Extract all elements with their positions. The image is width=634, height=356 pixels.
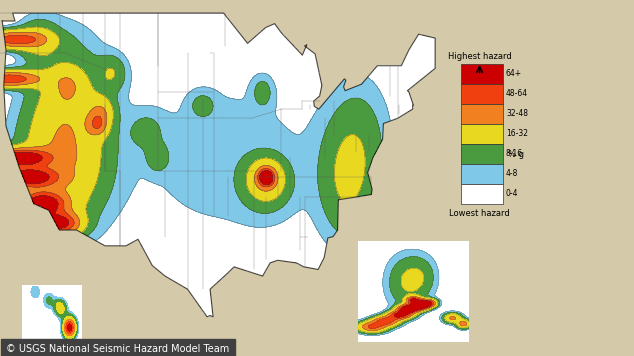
Text: 32-48: 32-48 [506, 109, 528, 118]
Text: 4-8: 4-8 [506, 169, 519, 178]
Text: 16-32: 16-32 [506, 129, 528, 138]
Bar [460, 164, 503, 184]
Text: Lowest hazard: Lowest hazard [449, 209, 510, 219]
Bar [460, 104, 503, 124]
Text: 8-16: 8-16 [506, 149, 523, 158]
Text: © USGS National Seismic Hazard Model Team: © USGS National Seismic Hazard Model Tea… [6, 344, 230, 354]
Text: 64+: 64+ [506, 69, 522, 78]
Text: Highest hazard: Highest hazard [448, 52, 512, 61]
Bar [460, 84, 503, 104]
Text: 48-64: 48-64 [506, 89, 528, 98]
Bar [460, 143, 503, 164]
Bar [460, 124, 503, 143]
Text: % g: % g [508, 150, 524, 159]
Text: 0-4: 0-4 [506, 189, 519, 198]
Bar [460, 184, 503, 204]
Bar [460, 63, 503, 84]
